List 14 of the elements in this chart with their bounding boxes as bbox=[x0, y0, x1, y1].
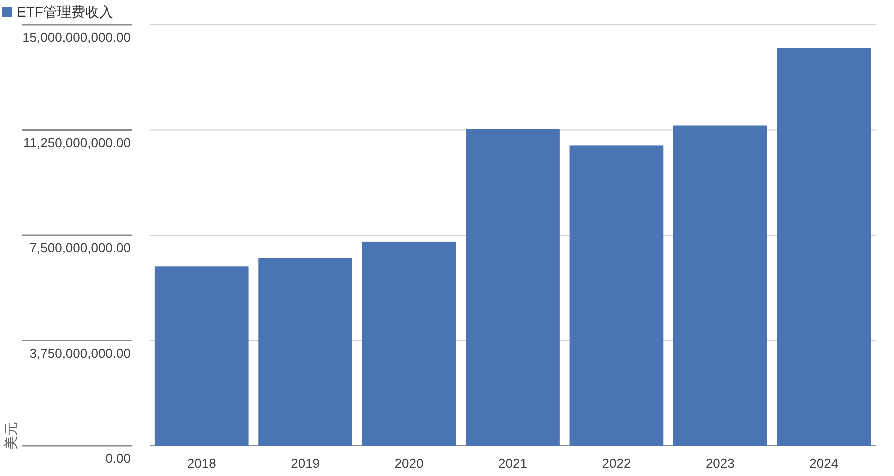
y-tick-label: 0.00 bbox=[106, 451, 131, 466]
x-tick-label: 2021 bbox=[498, 456, 528, 471]
y-axis-title: 美元 bbox=[3, 422, 19, 450]
x-tick-label: 2023 bbox=[706, 456, 735, 471]
y-tick-label: 15,000,000,000.00 bbox=[22, 30, 131, 45]
y-tick-label: 7,500,000,000.00 bbox=[30, 240, 131, 256]
y-tick-label: 3,750,000,000.00 bbox=[30, 346, 131, 361]
y-tick-label: 11,250,000,000.00 bbox=[24, 135, 131, 150]
x-tick-label: 2019 bbox=[291, 456, 320, 471]
x-tick-label: 2018 bbox=[187, 456, 216, 471]
x-tick-label: 2022 bbox=[602, 456, 632, 471]
x-tick-label: 2024 bbox=[810, 456, 839, 471]
legend-label: ETF管理费收入 bbox=[17, 4, 114, 20]
x-tick-label: 2020 bbox=[394, 456, 424, 471]
